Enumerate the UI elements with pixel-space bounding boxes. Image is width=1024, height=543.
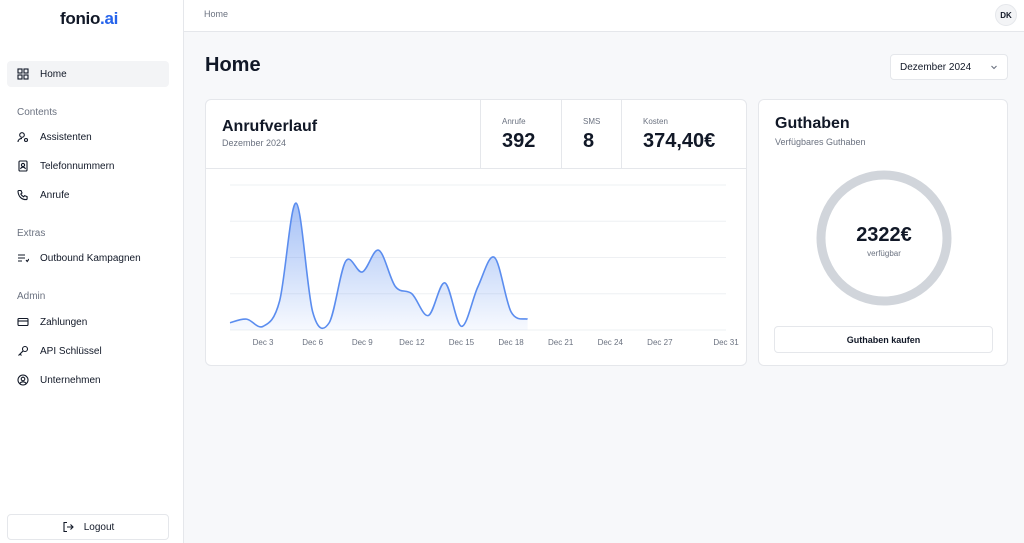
sidebar-item-zahlungen[interactable]: Zahlungen [7, 309, 169, 335]
topbar: Home DK [184, 0, 1024, 32]
credit-ring [816, 170, 952, 306]
sidebar-item-unternehmen[interactable]: Unternehmen [7, 367, 169, 393]
stat-label: SMS [583, 117, 601, 126]
x-tick-label: Dec 31 [713, 338, 739, 347]
month-select-value: Dezember 2024 [900, 61, 972, 73]
sidebar-item-home[interactable]: Home [7, 61, 169, 87]
section-label-admin: Admin [17, 291, 46, 302]
stat-anrufe: Anrufe 392 [480, 100, 562, 169]
sidebar-item-label: Outbound Kampagnen [40, 252, 141, 264]
logout-label: Logout [83, 521, 115, 533]
user-circle-icon [17, 374, 29, 386]
section-label-extras: Extras [17, 228, 46, 239]
stat-label: Kosten [643, 117, 668, 126]
calls-subtitle: Dezember 2024 [222, 138, 287, 148]
x-tick-label: Dec 9 [352, 338, 373, 347]
sidebar-item-api-schluessel[interactable]: API Schlüssel [7, 338, 169, 364]
sidebar-item-label: Telefonnummern [40, 160, 115, 172]
x-tick-label: Dec 24 [598, 338, 624, 347]
x-tick-label: Dec 27 [647, 338, 673, 347]
x-tick-label: Dec 12 [399, 338, 425, 347]
month-select[interactable]: Dezember 2024 [890, 54, 1008, 80]
sidebar-item-outbound-kampagnen[interactable]: Outbound Kampagnen [7, 245, 169, 271]
section-label-contents: Contents [17, 107, 58, 118]
x-tick-label: Dec 6 [302, 338, 323, 347]
sidebar-item-label: API Schlüssel [40, 345, 102, 357]
x-tick-label: Dec 3 [253, 338, 274, 347]
x-tick-label: Dec 21 [548, 338, 574, 347]
list-icon [17, 252, 29, 264]
credit-amount: 2322€ [856, 224, 912, 246]
key-icon [17, 345, 29, 357]
stat-kosten: Kosten 374,40€ [621, 100, 748, 169]
sidebar: fonio.ai Home Contents Assistenten Telef… [0, 0, 184, 543]
stat-label: Anrufe [502, 117, 526, 126]
sidebar-item-label: Anrufe [40, 189, 70, 201]
sidebar-item-label: Home [40, 68, 67, 80]
calls-title: Anrufverlauf [222, 118, 318, 135]
breadcrumb[interactable]: Home [204, 9, 229, 19]
sidebar-item-label: Zahlungen [40, 316, 88, 328]
stat-value: 8 [583, 130, 595, 152]
credit-title: Guthaben [775, 115, 850, 132]
stat-value: 392 [502, 130, 536, 152]
x-tick-label: Dec 18 [498, 338, 524, 347]
sidebar-item-label: Assistenten [40, 131, 92, 143]
grid-icon [17, 68, 29, 80]
sidebar-item-assistenten[interactable]: Assistenten [7, 124, 169, 150]
app-logo[interactable]: fonio.ai [60, 9, 119, 28]
calls-area-chart: Dec 3 Dec 6 Dec 9 Dec 12 Dec 15 Dec 18 Dec 21 D… [229, 184, 739, 347]
phone-icon [17, 189, 29, 201]
credit-subtitle: Verfügbares Guthaben [775, 137, 866, 147]
user-cog-icon [17, 131, 29, 143]
stat-sms: SMS 8 [561, 100, 622, 169]
stat-value: 374,40€ [643, 130, 716, 152]
logout-button[interactable]: Logout [7, 514, 169, 540]
contact-book-icon [17, 160, 29, 172]
series-line [229, 202, 528, 330]
buy-credit-button[interactable]: Guthaben kaufen [774, 326, 993, 353]
credit-card: Guthaben Verfügbares Guthaben 2322€ verf… [758, 99, 1008, 366]
credit-amount-label: verfügbar [867, 249, 901, 258]
avatar[interactable]: DK [995, 4, 1017, 26]
sidebar-item-label: Unternehmen [40, 374, 101, 386]
page-title: Home [205, 54, 261, 76]
logout-icon [63, 521, 74, 533]
sidebar-item-telefonnummern[interactable]: Telefonnummern [7, 153, 169, 179]
x-tick-label: Dec 15 [449, 338, 475, 347]
calls-card: Anrufverlauf Dezember 2024 Anrufe 392 SM… [205, 99, 747, 366]
credit-card-icon [17, 316, 29, 328]
calls-card-header: Anrufverlauf Dezember 2024 Anrufe 392 SM… [206, 100, 746, 169]
sidebar-item-anrufe[interactable]: Anrufe [7, 182, 169, 208]
chevron-down-icon [991, 65, 997, 70]
series-area [230, 203, 528, 330]
